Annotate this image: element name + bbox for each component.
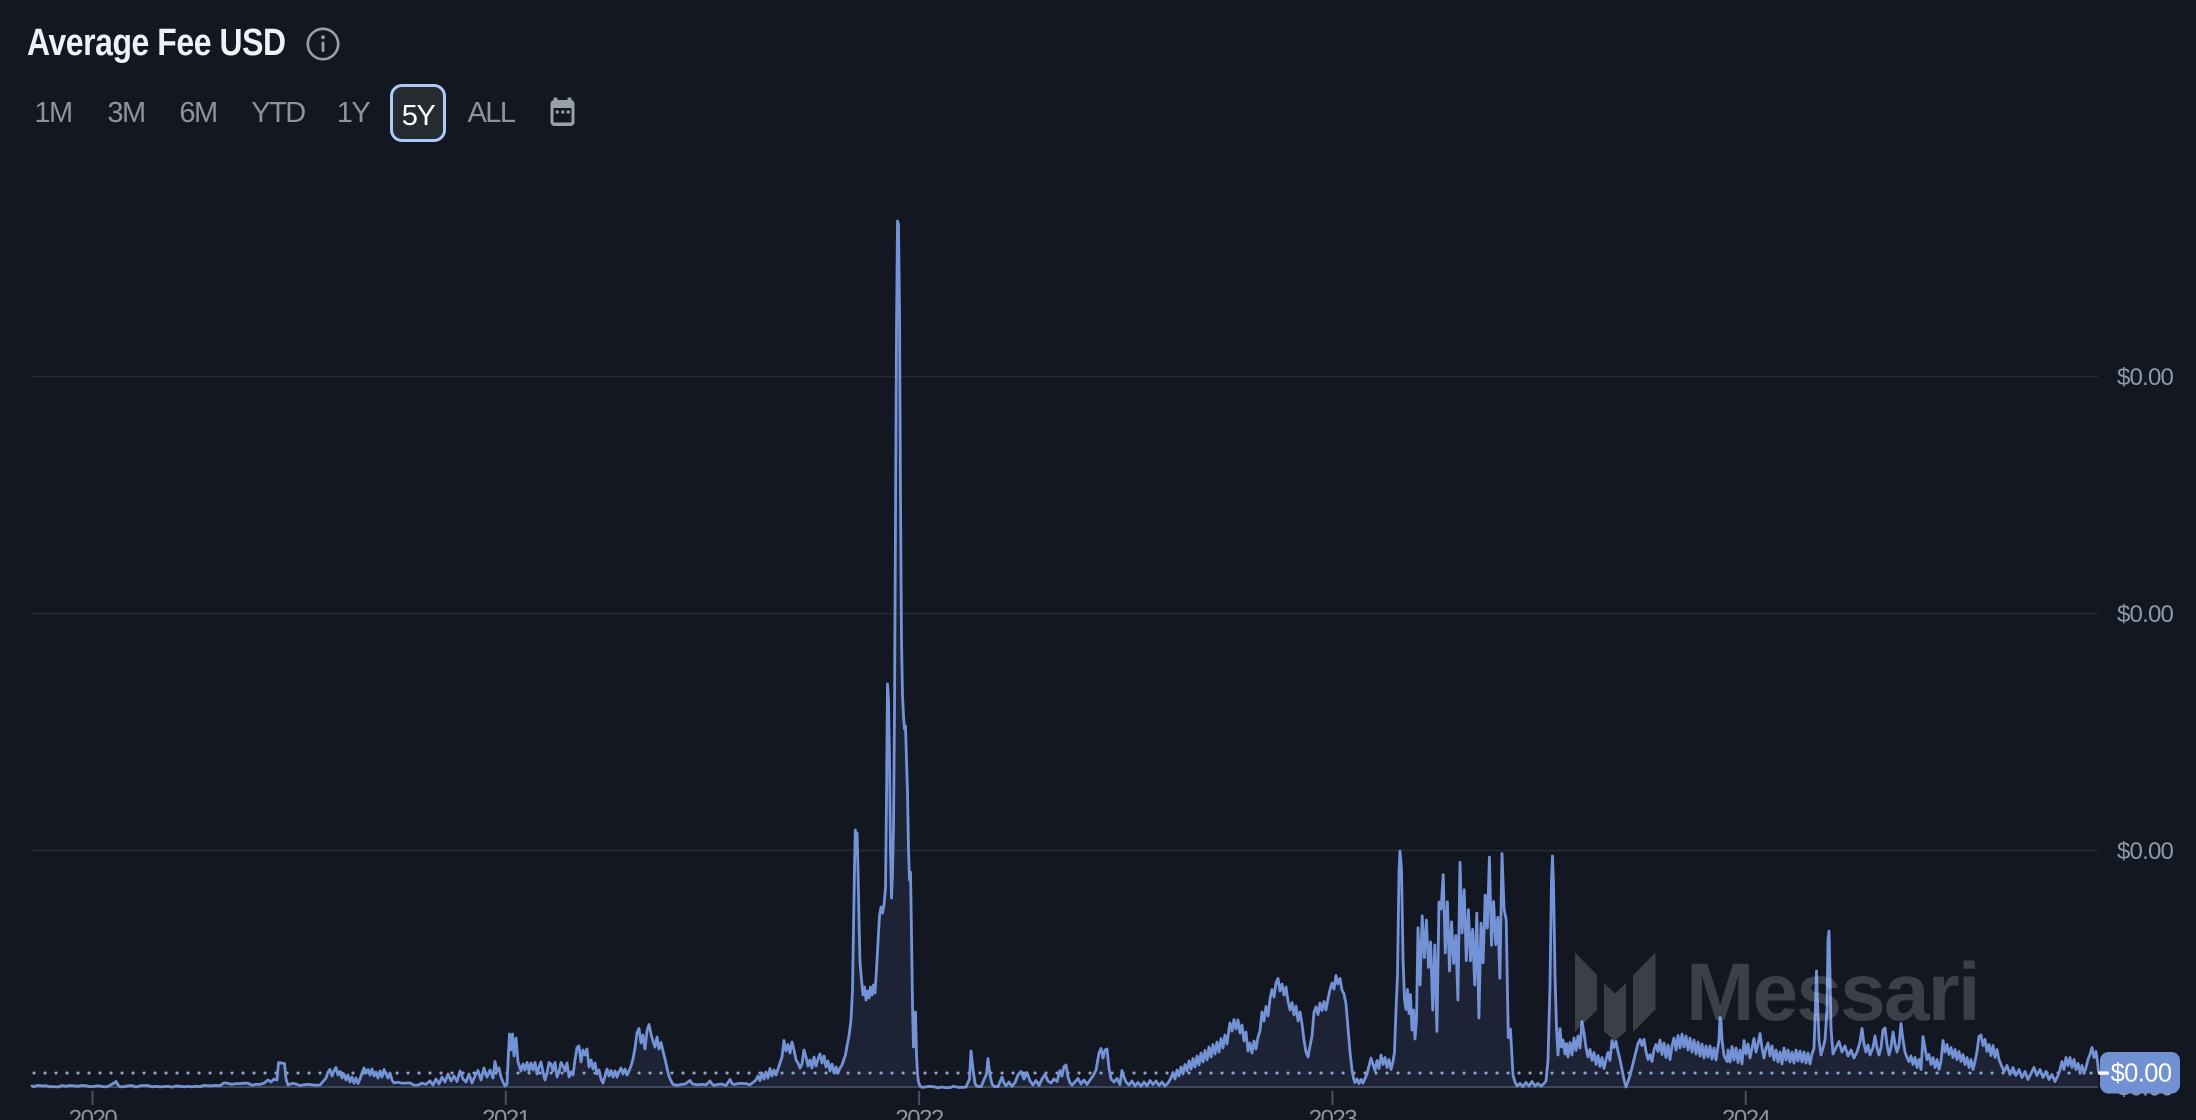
svg-text:$0.00: $0.00 — [2117, 364, 2174, 391]
svg-text:2023: 2023 — [1309, 1106, 1358, 1120]
svg-text:2024: 2024 — [1722, 1106, 1771, 1120]
svg-text:2022: 2022 — [895, 1106, 944, 1120]
svg-text:$0.00: $0.00 — [2111, 1060, 2172, 1088]
svg-text:2021: 2021 — [482, 1106, 531, 1120]
svg-text:$0.00: $0.00 — [2117, 601, 2174, 628]
svg-text:Messari: Messari — [1686, 947, 1979, 1038]
svg-text:$0.00: $0.00 — [2117, 838, 2174, 865]
svg-text:2020: 2020 — [69, 1106, 118, 1120]
